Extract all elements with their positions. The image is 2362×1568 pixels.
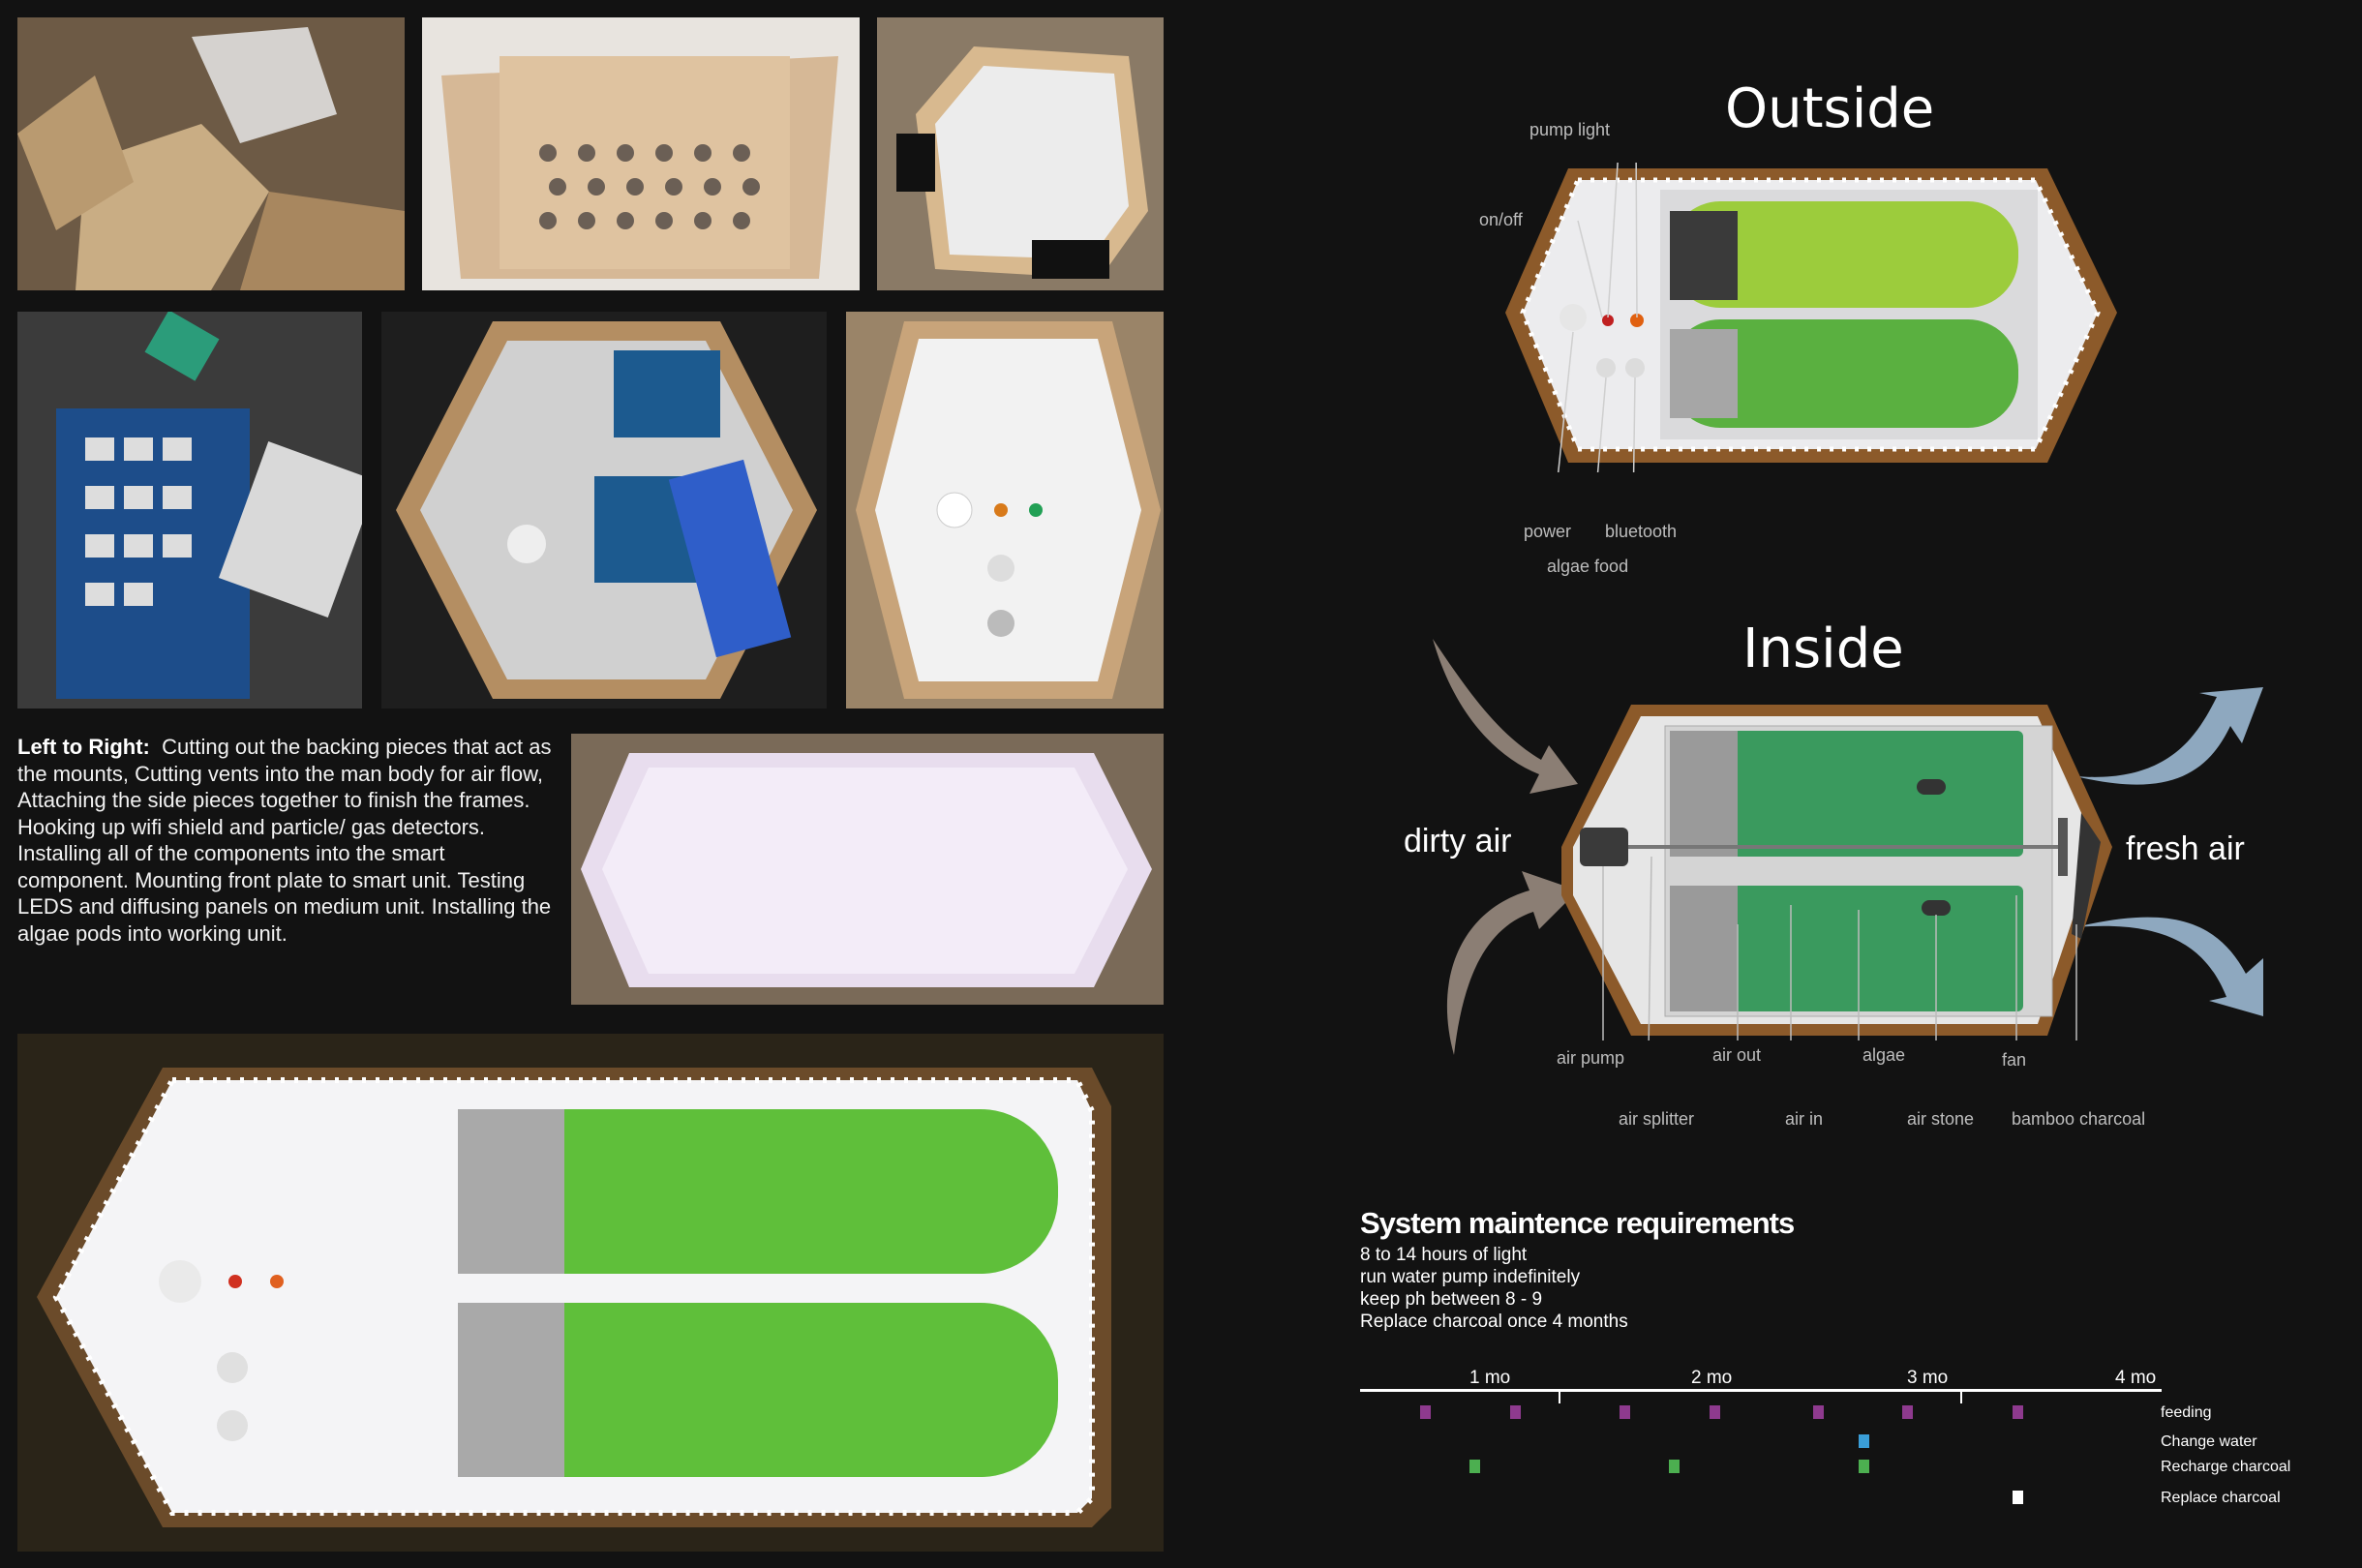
description-body: Cutting out the backing pieces that act …: [17, 735, 552, 946]
timeline-tick: [1960, 1392, 1962, 1403]
label-air-out: air out: [1712, 1045, 1762, 1065]
timeline-marker-feeding: [1509, 1405, 1521, 1419]
photo-algae-pods-unit-art: [17, 1034, 1164, 1552]
requirement-item: 8 to 14 hours of light: [1360, 1245, 1528, 1265]
description-lead: Left to Right:: [17, 735, 150, 759]
timeline-legend-label: Change water: [2161, 1433, 2257, 1450]
photo-front-plate: [846, 312, 1164, 709]
label-bluetooth: bluetooth: [1605, 522, 1678, 541]
photo-wifi-shield: [17, 312, 362, 709]
outside-diagram: [1505, 163, 2117, 472]
photo-components-hexagon-art: [381, 312, 827, 709]
timeline-legend-label: feeding: [2161, 1404, 2212, 1421]
requirement-item: Replace charcoal once 4 months: [1360, 1312, 1628, 1332]
photo-frame-assembly: [877, 17, 1164, 290]
label-algae: algae: [1862, 1045, 1906, 1065]
photo-vented-box: [422, 17, 860, 290]
timeline-marker-replace-charcoal: [2012, 1491, 2023, 1504]
timeline-marker-recharge-charcoal: [1859, 1460, 1869, 1473]
timeline-axis: [1360, 1389, 2162, 1392]
maintenance-title: System maintence requirements: [1360, 1206, 1795, 1240]
timeline-marker-feeding: [1812, 1405, 1824, 1419]
timeline-month-label: 1 mo: [1469, 1368, 1511, 1388]
photo-vented-box-art: [422, 17, 860, 290]
photo-backing-pieces-art: [17, 17, 405, 290]
inside-diagram: [1561, 705, 2112, 1040]
outside-title: Outside: [1725, 77, 1935, 140]
timeline-month-label: 3 mo: [1907, 1368, 1949, 1388]
timeline-marker-recharge-charcoal: [1669, 1460, 1681, 1473]
photo-wifi-shield-art: [17, 312, 362, 709]
process-description: Left to Right: Cutting out the backing p…: [17, 734, 560, 947]
air-flow-arrows: [1433, 639, 2263, 1055]
timeline-marker-feeding: [1709, 1405, 1720, 1419]
label-air-splitter: air splitter: [1619, 1109, 1695, 1129]
timeline-marker-feeding: [1619, 1405, 1630, 1419]
photo-frame-assembly-art: [877, 17, 1164, 290]
label-air-stone: air stone: [1907, 1109, 1975, 1129]
label-pump-light: pump light: [1529, 120, 1611, 139]
inside-title: Inside: [1742, 618, 1904, 680]
timeline-marker-change-water: [1859, 1434, 1869, 1448]
label-fresh-air: fresh air: [2126, 830, 2245, 867]
label-algae-food: algae food: [1547, 557, 1629, 576]
label-air-pump: air pump: [1557, 1048, 1625, 1068]
photo-backing-pieces: [17, 17, 405, 290]
timeline-month-label: 4 mo: [2115, 1368, 2157, 1388]
photo-led-diffuser: [571, 734, 1164, 1005]
photo-led-diffuser-art: [571, 734, 1164, 1005]
timeline-marker-feeding: [2012, 1405, 2023, 1419]
label-bamboo-charcoal: bamboo charcoal: [2012, 1109, 2146, 1129]
photo-algae-pods-unit: [17, 1034, 1164, 1552]
timeline-tick: [1559, 1392, 1560, 1403]
label-fan: fan: [2002, 1050, 2027, 1070]
label-on-off: on/off: [1479, 210, 1523, 229]
requirement-item: keep ph between 8 - 9: [1360, 1289, 1543, 1310]
timeline-legend-label: Replace charcoal: [2161, 1490, 2281, 1506]
timeline-marker-feeding: [1419, 1405, 1431, 1419]
label-air-in: air in: [1785, 1109, 1824, 1129]
timeline-legend-label: Recharge charcoal: [2161, 1459, 2291, 1475]
timeline-marker-recharge-charcoal: [1469, 1460, 1481, 1473]
requirement-item: run water pump indefinitely: [1360, 1267, 1581, 1287]
timeline-month-label: 2 mo: [1691, 1368, 1733, 1388]
timeline-marker-feeding: [1902, 1405, 1914, 1419]
photo-components-hexagon: [381, 312, 827, 709]
label-dirty-air: dirty air: [1404, 823, 1512, 859]
label-power: power: [1524, 522, 1572, 541]
photo-front-plate-art: [846, 312, 1164, 709]
